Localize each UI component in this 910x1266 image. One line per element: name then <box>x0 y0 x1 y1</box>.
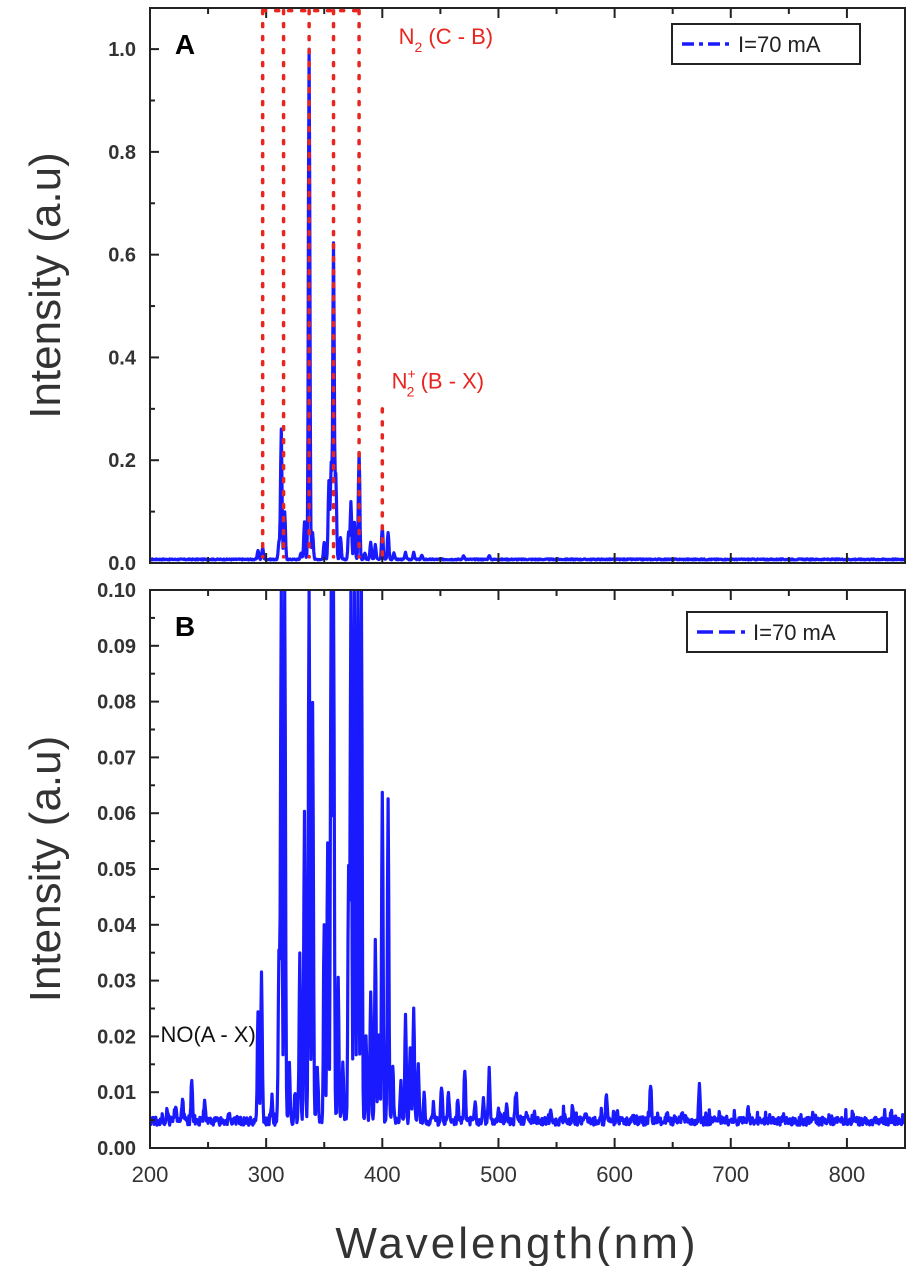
annotation-rest: (B - X) <box>414 368 484 393</box>
x-tick-label: 500 <box>480 1162 517 1187</box>
annotation-sub: 2 <box>407 383 415 399</box>
panel-label: A <box>175 29 195 60</box>
y-tick-label: 0.0 <box>108 553 136 575</box>
annotation-text: N <box>399 24 415 49</box>
annotation-label: NO(A - X) <box>160 1022 255 1047</box>
y-tick-label: 0.8 <box>108 142 136 164</box>
annotation-label: N+ 2 (B - X) <box>392 365 485 399</box>
annotation-rest: (C - B) <box>422 24 493 49</box>
x-tick-label: 200 <box>132 1162 169 1187</box>
annotation-sup: + <box>407 365 415 381</box>
y-tick-label: 0.06 <box>97 803 136 825</box>
y-tick-label: 0.02 <box>97 1026 136 1048</box>
y-tick-label: 0.6 <box>108 245 136 267</box>
plot-frame <box>149 7 906 564</box>
series-line-b <box>150 590 905 1127</box>
x-tick-label: 400 <box>364 1162 401 1187</box>
x-tick-label: 600 <box>596 1162 633 1187</box>
y-tick-label: 0.2 <box>108 450 136 472</box>
y-tick-label: 0.04 <box>97 915 137 937</box>
legend-label: I=70 mA <box>738 32 821 57</box>
x-tick-label: 800 <box>829 1162 866 1187</box>
annotation-text: N <box>392 368 408 393</box>
y-tick-label: 0.07 <box>97 747 136 769</box>
x-tick-label: 300 <box>248 1162 285 1187</box>
series-line-a <box>150 47 905 562</box>
y-axis-label: Intensity (a.u) <box>21 152 70 419</box>
y-axis-label: Intensity (a.u) <box>21 736 70 1003</box>
y-tick-label: 0.4 <box>108 347 137 369</box>
x-tick-label: 700 <box>712 1162 749 1187</box>
legend-box <box>671 23 861 65</box>
x-axis-label: Wavelength(nm) <box>335 1219 698 1266</box>
y-tick-label: 0.10 <box>97 580 136 602</box>
annotation-text: NO(A - X) <box>160 1022 255 1047</box>
y-tick-label: 0.09 <box>97 636 136 658</box>
annotation-label: N2 (C - B) <box>399 24 494 55</box>
y-tick-label: 0.01 <box>97 1082 136 1104</box>
annotation-sub: 2 <box>414 39 422 55</box>
panel-b: 200 300 400 500 600 700 800 0.00 0.01 0.02 0.03 0.0… <box>21 580 906 1187</box>
y-tick-label: 0.08 <box>97 692 136 714</box>
panel-label: B <box>175 611 195 642</box>
panel-a: 0.0 0.2 0.4 0.6 0.8 1.0 Intensity (a.u) A I=70 m… <box>21 7 906 575</box>
y-tick-label: 0.00 <box>97 1138 136 1160</box>
y-tick-label: 0.05 <box>97 859 136 881</box>
y-tick-label: 1.0 <box>108 39 136 61</box>
legend-label: I=70 mA <box>753 620 836 645</box>
y-tick-label: 0.03 <box>97 971 136 993</box>
